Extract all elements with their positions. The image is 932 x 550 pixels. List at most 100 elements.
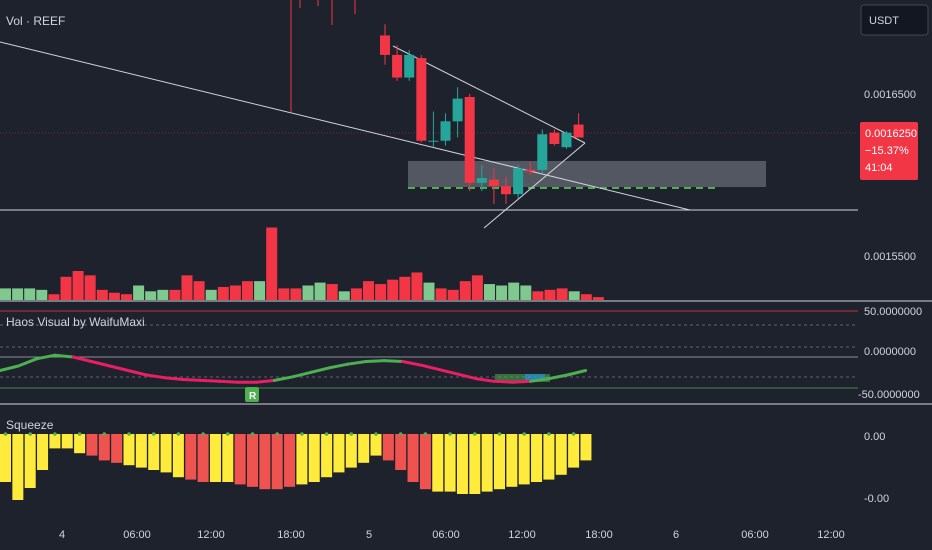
volume-bar <box>229 285 241 300</box>
volume-bar <box>181 275 193 300</box>
haos-segment <box>181 378 203 382</box>
volume-bar <box>12 288 24 300</box>
volume-bar <box>556 288 568 300</box>
squeeze-dot <box>448 432 452 436</box>
haos-segment <box>273 375 295 382</box>
candle <box>488 179 499 187</box>
candle <box>440 121 451 141</box>
currency-button[interactable] <box>860 4 929 36</box>
volume-bar <box>24 288 36 300</box>
haos-segment <box>327 362 350 370</box>
squeeze-bar <box>271 434 283 490</box>
squeeze-dot <box>176 432 181 436</box>
squeeze-bar <box>135 434 147 468</box>
squeeze-bar <box>395 434 407 470</box>
squeeze-bar <box>481 434 493 492</box>
squeeze-pane[interactable]: Squeeze 0.00 -0.00 <box>0 405 932 520</box>
volume-bars <box>0 227 604 300</box>
volume-bar <box>145 291 157 300</box>
haos-tick-label: -50.0000000 <box>858 389 920 401</box>
squeeze-bar <box>12 434 24 500</box>
squeeze-bar <box>543 434 555 480</box>
time-axis-background <box>0 520 932 550</box>
haos-segment <box>456 372 478 381</box>
squeeze-bar <box>456 434 468 494</box>
squeeze-dot <box>28 432 32 436</box>
time-tick-label: 06:00 <box>741 529 769 541</box>
haos-pane[interactable]: R Haos Visual by WaifuMaxi 50.0000000 0.… <box>0 302 932 403</box>
time-tick-label: 12:00 <box>817 529 845 541</box>
volume-bar <box>423 282 435 300</box>
volume-bar <box>290 288 302 300</box>
volume-bar <box>459 281 471 300</box>
candle <box>549 132 560 144</box>
candle <box>525 169 536 172</box>
volume-bar <box>36 289 48 300</box>
support-zone[interactable] <box>408 161 766 187</box>
squeeze-dot <box>547 432 551 436</box>
candle <box>428 140 439 142</box>
volume-bar <box>0 288 11 300</box>
haos-segment <box>419 363 441 372</box>
squeeze-dot <box>201 432 205 436</box>
volume-bar <box>496 285 508 300</box>
squeeze-bar <box>123 434 135 466</box>
last-price-change: −15.37% <box>865 145 909 157</box>
haos-segment <box>0 364 20 372</box>
squeeze-dot <box>127 432 131 436</box>
last-price-badge[interactable] <box>860 122 918 180</box>
squeeze-bar <box>444 434 456 492</box>
volume-bar <box>350 288 362 300</box>
time-axis[interactable]: 4 06:00 12:00 18:00 5 06:00 12:00 18:00 6 06:00 12… <box>0 520 932 550</box>
squeeze-bar <box>160 434 172 473</box>
signal-marker[interactable] <box>245 387 259 402</box>
candle <box>513 168 524 195</box>
volume-bar <box>60 276 72 300</box>
haos-segment <box>547 373 569 381</box>
candle <box>464 97 475 183</box>
squeeze-bar <box>259 434 271 490</box>
haos-segment <box>437 368 459 376</box>
squeeze-dot <box>374 432 378 436</box>
triangle-lower-line[interactable] <box>483 142 586 229</box>
squeeze-bar <box>247 434 258 487</box>
squeeze-bar <box>86 434 98 456</box>
volume-bar <box>399 276 411 300</box>
squeeze-tick-label: 0.00 <box>864 431 885 443</box>
haos-pane-title[interactable]: Haos Visual by WaifuMaxi <box>6 315 145 329</box>
haos-segment <box>144 373 167 380</box>
time-tick-label: 18:00 <box>277 529 305 541</box>
squeeze-tick-label: -0.00 <box>864 493 889 505</box>
haos-segment <box>309 366 331 374</box>
squeeze-bar <box>148 434 160 470</box>
squeeze-bar <box>296 434 308 485</box>
time-tick-label: 12:00 <box>197 529 225 541</box>
candlesticks[interactable] <box>380 24 584 204</box>
squeeze-bar <box>580 434 592 461</box>
main-pane-background <box>0 0 858 300</box>
haos-tick-label: 50.0000000 <box>864 306 922 318</box>
last-price-countdown: 41:04 <box>865 162 893 174</box>
price-tick-label: 0.0016500 <box>864 89 916 101</box>
squeeze-pane-title[interactable]: Squeeze <box>6 418 54 432</box>
squeeze-bar <box>197 434 209 482</box>
candle <box>476 178 487 183</box>
squeeze-bar <box>185 434 197 480</box>
squeeze-dot <box>522 432 526 436</box>
haos-oscillator-line[interactable] <box>0 353 588 384</box>
volume-bar <box>193 281 205 300</box>
main-legend[interactable]: Vol · REEF <box>6 14 65 28</box>
main-pane[interactable]: Vol · REEF <box>0 0 858 300</box>
haos-segment <box>218 379 240 384</box>
squeeze-bar <box>518 434 530 485</box>
squeeze-bar <box>358 434 370 463</box>
trendline-descending[interactable] <box>0 41 691 211</box>
haos-segment <box>163 376 185 381</box>
squeeze-bar <box>111 434 123 463</box>
squeeze-bar <box>494 434 505 490</box>
price-axis[interactable]: USDT 0.0016500 0.0015500 0.0016250 −15.3… <box>858 0 932 300</box>
squeeze-dot <box>275 432 280 436</box>
squeeze-bar <box>284 434 296 487</box>
squeeze-dot <box>571 432 576 436</box>
